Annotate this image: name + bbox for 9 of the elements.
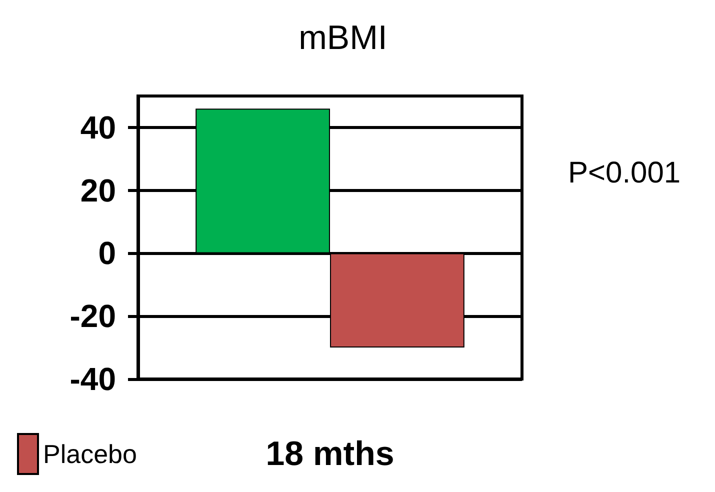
y-tick-label: 0	[98, 235, 116, 272]
y-tick-label: -40	[70, 361, 116, 397]
legend-label: Placebo	[43, 439, 137, 469]
y-tick-label: -20	[70, 298, 116, 334]
x-tick-label: 18 mths	[266, 435, 394, 473]
y-tick-label: 40	[80, 109, 116, 146]
chart-title: mBMI	[298, 19, 388, 57]
text: P<0.001	[568, 156, 681, 190]
y-tick-label: 20	[80, 172, 116, 208]
